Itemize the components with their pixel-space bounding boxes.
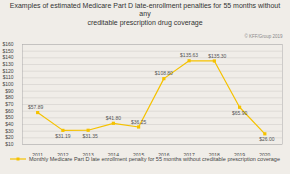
svg-text:$20: $20 [5, 135, 14, 141]
svg-text:$31.35: $31.35 [82, 133, 98, 139]
html-text:Monthly Medicare Part D late e: Monthly Medicare Part D late enrollment … [29, 156, 280, 163]
svg-text:$90: $90 [5, 88, 14, 94]
svg-text:$140: $140 [2, 55, 13, 61]
svg-text:$65.90: $65.90 [232, 110, 248, 116]
svg-text:$150: $150 [2, 48, 13, 54]
svg-text:$160: $160 [2, 41, 13, 47]
svg-text:2014: 2014 [108, 152, 119, 156]
svg-text:$130: $130 [2, 61, 13, 67]
svg-text:$135.63: $135.63 [180, 53, 198, 59]
svg-text:$70: $70 [5, 101, 14, 107]
html-text:Examples of estimated Medicare: Examples of estimated Medicare Part D la… [9, 2, 281, 26]
svg-text:2011: 2011 [32, 152, 43, 156]
svg-text:2016: 2016 [158, 152, 169, 156]
svg-text:$36.25: $36.25 [131, 119, 147, 125]
svg-text:$100: $100 [2, 81, 13, 87]
svg-text:$26.00: $26.00 [259, 137, 275, 143]
svg-text:$110: $110 [3, 75, 14, 81]
svg-text:$31.19: $31.19 [55, 133, 71, 139]
svg-text:$10: $10 [5, 141, 14, 147]
svg-text:2017: 2017 [184, 152, 195, 156]
svg-text:2012: 2012 [57, 152, 68, 156]
svg-text:$57.89: $57.89 [28, 104, 44, 110]
svg-text:$135.30: $135.30 [208, 53, 226, 59]
svg-text:2015: 2015 [133, 152, 144, 156]
svg-text:$41.80: $41.80 [106, 115, 122, 121]
svg-text:$30: $30 [5, 128, 14, 134]
svg-text:2013: 2013 [83, 152, 94, 156]
svg-text:$60: $60 [5, 108, 14, 114]
svg-text:$108.80: $108.80 [155, 70, 173, 76]
svg-text:2018: 2018 [209, 152, 220, 156]
svg-text:$80: $80 [5, 95, 14, 101]
svg-text:2020: 2020 [259, 152, 270, 156]
svg-text:$120: $120 [2, 68, 13, 74]
svg-text:$50: $50 [5, 115, 14, 121]
svg-text:2019: 2019 [234, 152, 245, 156]
svg-text:$40: $40 [5, 121, 14, 127]
svg-text:© KFF/Group 2019: © KFF/Group 2019 [244, 33, 283, 39]
